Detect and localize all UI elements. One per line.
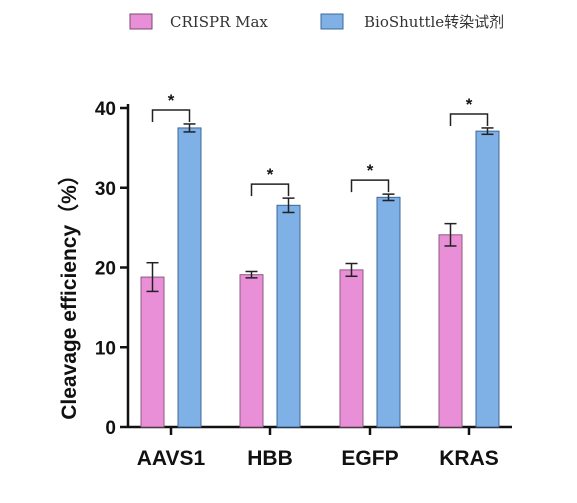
x-category-label: HBB xyxy=(247,447,293,470)
x-category-label: AAVS1 xyxy=(137,447,206,470)
bar-bioshuttle-egfp xyxy=(376,196,401,428)
significance-label: * xyxy=(367,161,374,180)
bar-bioshuttle-aavs1 xyxy=(177,127,202,428)
significance-bracket xyxy=(449,113,489,126)
y-tick-label: 40 xyxy=(95,99,116,120)
y-tick-label: 10 xyxy=(95,338,116,359)
bar-crispr-max-hbb xyxy=(239,274,264,428)
x-category-label: EGFP xyxy=(341,447,398,470)
y-tick-label: 30 xyxy=(95,179,116,200)
significance-label: * xyxy=(466,95,473,114)
legend: CRISPR Max BioShuttle转染试剂 xyxy=(129,13,504,31)
significance-bracket xyxy=(151,109,191,122)
legend-swatch-bioshuttle xyxy=(320,13,344,30)
bar-bioshuttle-kras xyxy=(475,130,500,428)
significance-label: * xyxy=(168,91,175,110)
legend-swatch-crispr-max xyxy=(129,13,153,30)
y-axis-label: Cleavage efficiency（%） xyxy=(57,164,81,420)
significance-label: * xyxy=(267,165,274,184)
plot-area: 0 10 20 30 40 * AAVS1 * HBB * EGFP * KRAS xyxy=(95,91,512,470)
legend-label-bioshuttle: BioShuttle转染试剂 xyxy=(364,13,504,31)
legend-label-crispr-max: CRISPR Max xyxy=(170,13,268,31)
significance-bracket xyxy=(350,179,390,193)
bar-crispr-max-aavs1 xyxy=(140,276,165,428)
significance-bracket xyxy=(250,183,290,197)
y-tick-label: 0 xyxy=(105,418,116,439)
bar-crispr-max-kras xyxy=(438,234,463,428)
x-category-label: KRAS xyxy=(439,447,499,470)
y-tick-label: 20 xyxy=(95,259,116,280)
bar-bioshuttle-hbb xyxy=(276,204,301,428)
bar-crispr-max-egfp xyxy=(339,269,364,428)
